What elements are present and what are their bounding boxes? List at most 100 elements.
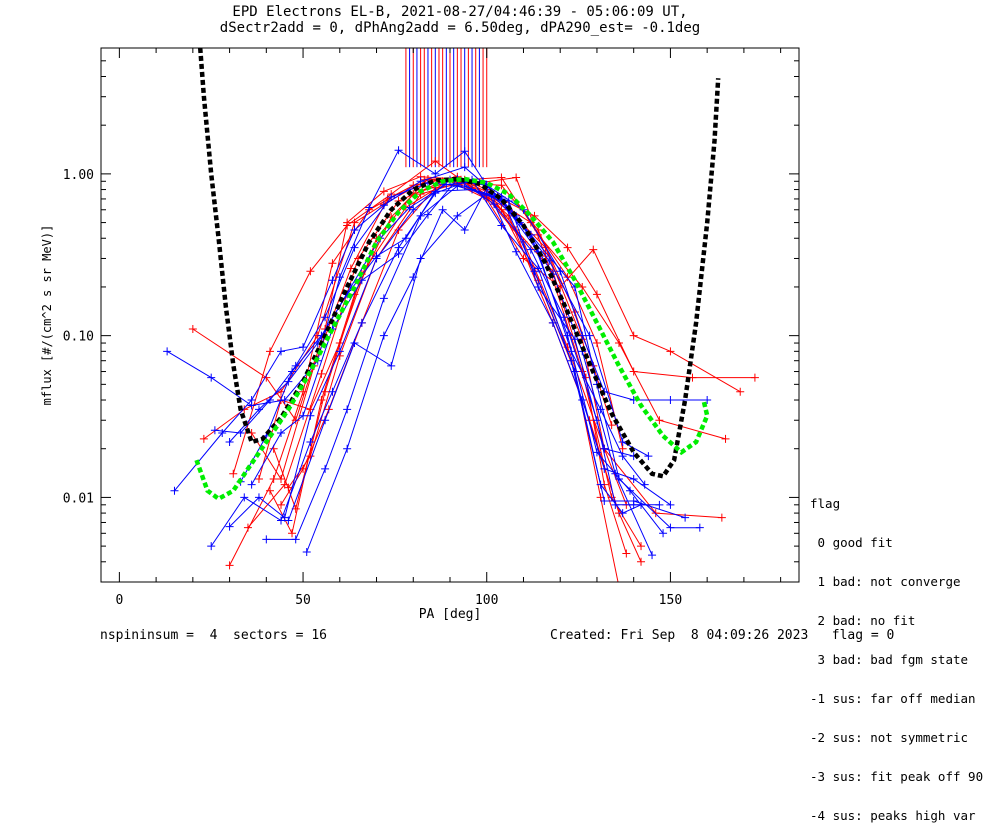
- series-line-blue: [166, 149, 708, 407]
- legend-item: 1 bad: not converge: [810, 574, 961, 589]
- legend-item: -3 sus: fit peak off 90: [810, 769, 984, 784]
- data-point: [328, 276, 337, 285]
- data-point: [629, 474, 638, 483]
- data-point: [750, 373, 759, 382]
- data-point: [618, 509, 627, 518]
- data-point: [578, 396, 587, 405]
- data-point: [379, 187, 388, 196]
- data-point: [317, 369, 326, 378]
- data-point: [265, 396, 274, 405]
- data-point: [563, 243, 572, 252]
- data-point: [431, 189, 440, 198]
- legend-item: 0 good fit: [810, 535, 893, 550]
- data-point: [170, 486, 179, 495]
- series-line-blue: [229, 180, 649, 457]
- data-point: [563, 331, 572, 340]
- series-line-red: [273, 179, 722, 519]
- data-point: [622, 549, 631, 558]
- data-point: [291, 535, 300, 544]
- data-point: [387, 192, 396, 201]
- data-point: [717, 513, 726, 522]
- data-point: [350, 243, 359, 252]
- data-point: [247, 480, 256, 489]
- data-point: [225, 522, 234, 531]
- data-point: [343, 221, 352, 230]
- data-point: [335, 273, 344, 282]
- data-point: [611, 500, 620, 509]
- data-point: [629, 497, 638, 506]
- chart-title-line2: dSectr2add = 0, dPhAng2add = 6.50deg, dP…: [219, 20, 701, 36]
- y-tick-label: 1.00: [63, 168, 94, 183]
- x-tick-label: 0: [115, 593, 123, 608]
- data-point: [648, 551, 657, 560]
- data-point: [600, 497, 609, 506]
- data-point: [423, 210, 432, 219]
- data-point: [291, 361, 300, 370]
- pitch-angle-plot: 0 50 100 150 0.01 0.10 1.00 PA [deg] mflux [#/…: [40, 47, 800, 622]
- data-point: [350, 225, 359, 234]
- legend-item: -1 sus: far off median: [810, 691, 976, 706]
- data-point: [637, 542, 646, 551]
- data-point: [453, 211, 462, 220]
- data-point: [585, 331, 594, 340]
- data-point: [284, 483, 293, 492]
- legend-item: -2 sus: not symmetric: [810, 730, 969, 745]
- data-point: [589, 245, 598, 254]
- data-point: [592, 448, 601, 457]
- data-point: [302, 547, 311, 556]
- data-point: [299, 343, 308, 352]
- data-point: [262, 535, 271, 544]
- data-point: [655, 500, 664, 509]
- data-point: [277, 474, 286, 483]
- data-point: [655, 416, 664, 425]
- legend-item: 3 bad: bad fgm state: [810, 652, 969, 667]
- data-point: [284, 516, 293, 525]
- data-point: [721, 434, 730, 443]
- chart-title-line1: EPD Electrons EL-B, 2021-08-27/04:46:39 …: [232, 4, 688, 20]
- data-point: [254, 405, 263, 414]
- data-point: [299, 387, 308, 396]
- data-point: [618, 444, 627, 453]
- data-point: [269, 474, 278, 483]
- data-point: [379, 331, 388, 340]
- data-point: [703, 396, 712, 405]
- data-point: [188, 324, 197, 333]
- data-point: [240, 493, 249, 502]
- data-point: [372, 254, 381, 263]
- series-line-red: [247, 176, 642, 547]
- data-point: [335, 347, 344, 356]
- data-point: [299, 411, 308, 420]
- data-point: [607, 421, 616, 430]
- legend-item: 2 bad: no fit: [810, 613, 916, 628]
- data-point: [394, 243, 403, 252]
- data-point: [317, 396, 326, 405]
- data-point: [438, 205, 447, 214]
- data-point: [288, 367, 297, 376]
- data-point: [592, 290, 601, 299]
- data-point: [534, 282, 543, 291]
- y-axis-label: mflux [#/(cm^2 s sr MeV)]: [40, 225, 54, 406]
- data-point: [343, 444, 352, 453]
- data-point: [243, 523, 252, 532]
- data-point: [563, 273, 572, 282]
- series-line-blue: [306, 186, 671, 553]
- data-point: [277, 516, 286, 525]
- data-point: [207, 373, 216, 382]
- data-point: [328, 259, 337, 268]
- data-point: [629, 331, 638, 340]
- data-point: [343, 405, 352, 414]
- data-point: [666, 500, 675, 509]
- data-point: [526, 245, 535, 254]
- green-fit-curve: [194, 176, 710, 502]
- data-point: [416, 177, 425, 186]
- data-point: [460, 147, 469, 156]
- data-point: [512, 173, 521, 182]
- data-point: [592, 339, 601, 348]
- data-point: [666, 347, 675, 356]
- data-point: [695, 523, 704, 532]
- data-point: [460, 225, 469, 234]
- data-point: [416, 254, 425, 263]
- series-line-blue: [229, 179, 653, 556]
- data-point: [534, 264, 543, 273]
- legend-title: flag: [810, 496, 841, 511]
